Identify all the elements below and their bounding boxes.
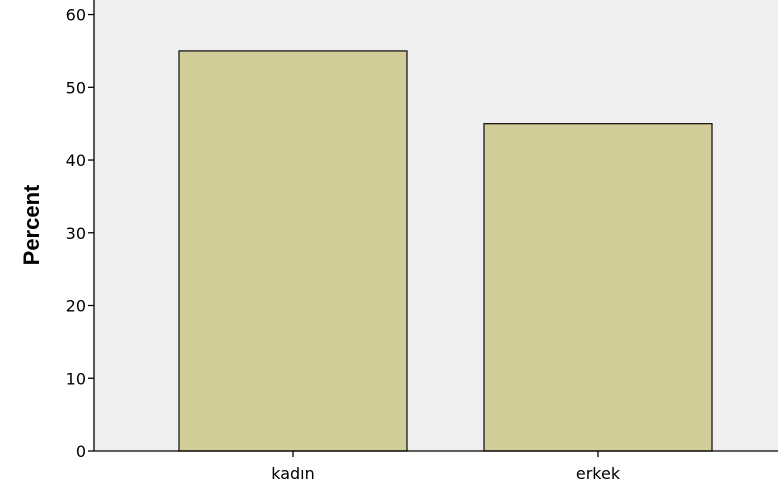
bar-kadın [178, 50, 408, 452]
y-tick-label-20: 20 [66, 297, 86, 316]
y-tick-label-30: 30 [66, 224, 86, 243]
y-tick-label-10: 10 [66, 369, 86, 388]
y-tick-label-0: 0 [76, 442, 86, 461]
y-tick-label-40: 40 [66, 151, 86, 170]
x-tick-label-kadın: kadın [271, 464, 315, 483]
x-ticks-group: kadın erkek [271, 451, 621, 483]
bars-group [178, 50, 713, 452]
y-axis-label: Percent [19, 184, 44, 265]
x-tick-label-erkek: erkek [576, 464, 621, 483]
bar-erkek [483, 123, 713, 452]
y-tick-label-50: 50 [66, 78, 86, 97]
y-ticks-group: 0 10 20 30 40 50 60 [66, 6, 94, 461]
y-tick-label-60: 60 [66, 6, 86, 25]
